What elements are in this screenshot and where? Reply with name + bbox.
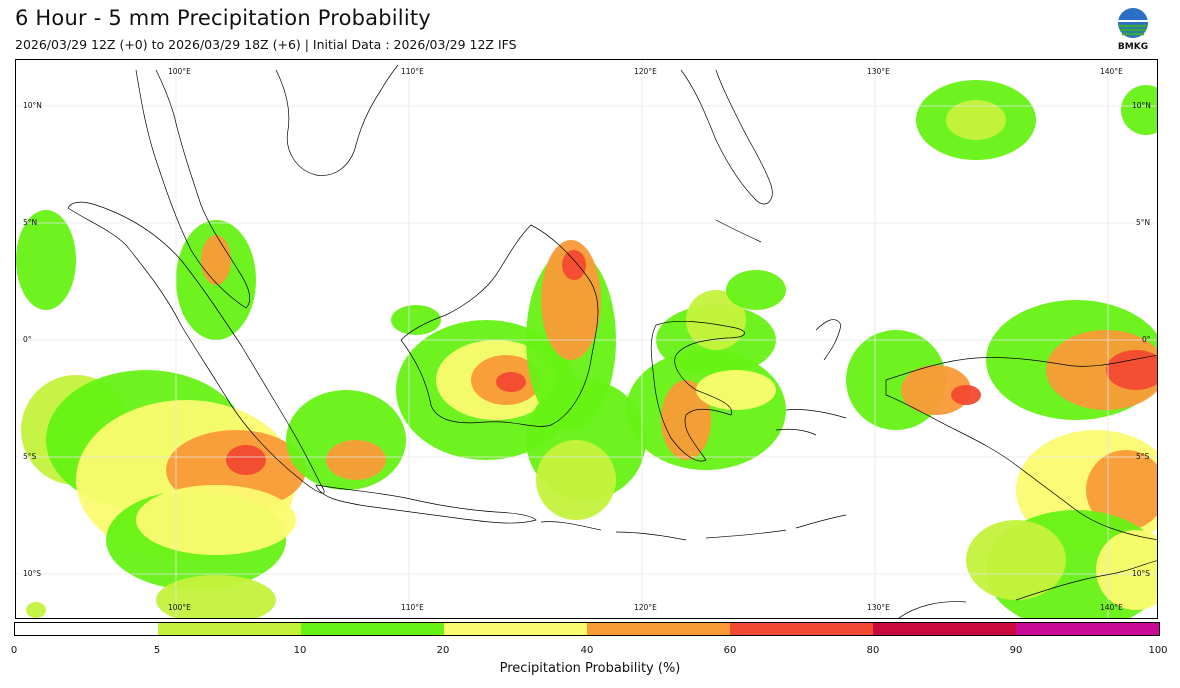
colorbar-segment bbox=[873, 623, 1016, 635]
colorbar bbox=[14, 622, 1160, 636]
precip-region bbox=[136, 485, 296, 555]
precip-region bbox=[391, 305, 441, 335]
precip-region bbox=[1121, 85, 1157, 135]
precip-region bbox=[326, 440, 386, 480]
colorbar-segment bbox=[301, 623, 444, 635]
colorbar-tick: 5 bbox=[153, 645, 161, 656]
precip-region bbox=[696, 370, 776, 410]
precip-region bbox=[901, 365, 971, 415]
lat-label-right: 0° bbox=[1142, 335, 1151, 344]
lon-label-top: 130°E bbox=[867, 67, 890, 76]
coast-sulawesi bbox=[650, 320, 746, 462]
lon-label-bottom: 130°E bbox=[867, 603, 890, 612]
precip-region bbox=[562, 250, 586, 280]
coast-borneo bbox=[400, 224, 599, 427]
colorbar-tick: 10 bbox=[293, 645, 307, 656]
coast-australia bbox=[898, 560, 1157, 618]
map-canvas bbox=[16, 60, 1157, 618]
lat-label-right: 10°S bbox=[1132, 569, 1151, 578]
precip-region bbox=[1086, 450, 1157, 530]
lat-label-left: 0° bbox=[23, 335, 32, 344]
colorbar-segment bbox=[444, 623, 587, 635]
coast-java bbox=[315, 484, 537, 524]
lon-label-top: 100°E bbox=[168, 67, 191, 76]
lon-label-top: 120°E bbox=[634, 67, 657, 76]
precip-region bbox=[16, 210, 76, 310]
lat-label-left: 5°N bbox=[23, 218, 38, 227]
gridlines bbox=[16, 60, 1157, 618]
coast-philippines bbox=[680, 69, 773, 243]
colorbar-tick: 20 bbox=[436, 645, 450, 656]
lon-label-top: 140°E bbox=[1100, 67, 1123, 76]
colorbar-tick: 100 bbox=[1148, 645, 1168, 656]
precip-region bbox=[726, 270, 786, 310]
coast-sumatra bbox=[67, 201, 325, 494]
precip-region bbox=[946, 100, 1006, 140]
coast-maluku bbox=[775, 319, 847, 436]
colorbar-tick: 90 bbox=[1009, 645, 1023, 656]
lat-label-left: 5°S bbox=[23, 452, 37, 461]
precipitation-layer bbox=[16, 80, 1157, 618]
colorbar-segment bbox=[15, 623, 158, 635]
lat-label-left: 10°S bbox=[23, 569, 42, 578]
lon-label-bottom: 110°E bbox=[401, 603, 424, 612]
precipitation-map: 100°E 110°E 120°E 130°E 140°E 100°E 110°… bbox=[15, 59, 1158, 619]
coastlines bbox=[67, 64, 1157, 618]
precip-region bbox=[26, 602, 46, 618]
precip-region bbox=[661, 380, 711, 460]
chart-subtitle: 2026/03/29 12Z (+0) to 2026/03/29 18Z (+… bbox=[15, 37, 517, 52]
precip-region bbox=[536, 440, 616, 520]
precip-region bbox=[1106, 350, 1157, 390]
lat-label-right: 5°N bbox=[1136, 218, 1151, 227]
lat-label-left: 10°N bbox=[23, 101, 42, 110]
precip-region bbox=[201, 235, 231, 285]
coast-indochina bbox=[275, 64, 399, 176]
colorbar-tick: 40 bbox=[580, 645, 594, 656]
coast-malaya bbox=[135, 69, 250, 309]
coast-papua bbox=[885, 354, 1157, 541]
colorbar-segment bbox=[730, 623, 873, 635]
lon-label-bottom: 100°E bbox=[168, 603, 191, 612]
precip-region bbox=[541, 240, 601, 360]
lat-label-right: 5°S bbox=[1136, 452, 1150, 461]
logo-text: BMKG bbox=[1117, 42, 1149, 52]
lat-label-right: 10°N bbox=[1132, 101, 1151, 110]
colorbar-tick: 60 bbox=[723, 645, 737, 656]
precip-region bbox=[156, 575, 276, 618]
colorbar-tick: 80 bbox=[866, 645, 880, 656]
coast-nusa-tenggara bbox=[540, 514, 847, 541]
colorbar-segment bbox=[587, 623, 730, 635]
precip-region bbox=[1046, 330, 1157, 410]
precip-region bbox=[951, 385, 981, 405]
colorbar-title: Precipitation Probability (%) bbox=[499, 661, 681, 676]
precip-region bbox=[496, 372, 526, 392]
colorbar-tick: 0 bbox=[10, 645, 18, 656]
lon-label-bottom: 120°E bbox=[634, 603, 657, 612]
colorbar-segment bbox=[158, 623, 301, 635]
chart-title: 6 Hour - 5 mm Precipitation Probability bbox=[15, 6, 431, 30]
colorbar-segment bbox=[1016, 623, 1159, 635]
precip-region bbox=[226, 445, 266, 475]
lon-label-bottom: 140°E bbox=[1100, 603, 1123, 612]
precip-region bbox=[966, 520, 1066, 600]
bmkg-logo-icon bbox=[1113, 8, 1153, 54]
precip-region bbox=[686, 290, 746, 350]
lon-label-top: 110°E bbox=[401, 67, 424, 76]
